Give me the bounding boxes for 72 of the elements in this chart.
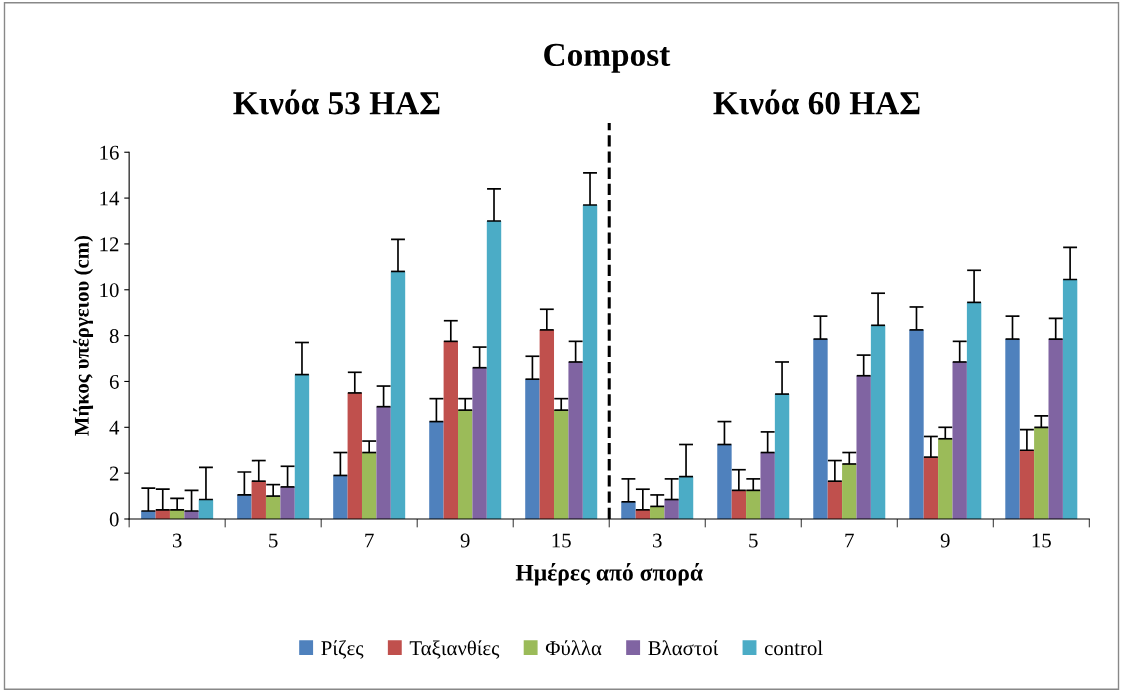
bar — [1019, 450, 1035, 519]
x-axis-title: Ημέρες από σπορά — [515, 562, 703, 586]
bar — [813, 339, 828, 519]
bar — [525, 379, 540, 519]
bar — [938, 438, 953, 519]
bar — [294, 374, 310, 519]
bar — [827, 481, 843, 519]
bar — [429, 421, 444, 519]
bar — [952, 361, 967, 519]
bar — [1005, 339, 1020, 519]
chart-title: Compost — [544, 43, 671, 73]
text: Κινόα 60 ΗΑΣ — [713, 89, 920, 115]
x-tick-label: 9 — [940, 533, 950, 548]
bar — [856, 375, 871, 519]
x-tick-label: 5 — [749, 533, 758, 548]
bar — [443, 341, 458, 519]
y-tick-label: 8 — [109, 328, 119, 344]
bar — [870, 325, 886, 519]
bar — [842, 463, 857, 519]
x-tick-label: 3 — [172, 533, 182, 548]
x-tick-label: 15 — [552, 533, 571, 548]
bar — [774, 394, 790, 519]
bar — [746, 490, 761, 519]
y-axis-title: Μήκος υπέργειου (cm) — [73, 235, 94, 436]
y-tick-label: 14 — [100, 191, 120, 206]
y-tick-label: 16 — [100, 145, 119, 160]
bar — [376, 406, 391, 519]
bar — [1048, 339, 1063, 519]
legend-label: Ταξιανθίες — [409, 640, 500, 659]
bar — [923, 457, 939, 519]
y-tick-label: 12 — [100, 237, 119, 252]
bar — [621, 501, 636, 519]
bar — [678, 476, 694, 519]
bar — [198, 499, 214, 519]
bar — [361, 452, 377, 519]
y-tick-label: 2 — [109, 466, 119, 481]
x-tick-label: 7 — [845, 533, 854, 548]
y-tick-label: 0 — [109, 512, 119, 527]
bar — [1062, 279, 1078, 519]
bar — [347, 392, 362, 519]
bar — [486, 221, 502, 519]
bar — [280, 486, 295, 519]
bar — [539, 329, 555, 519]
bar — [390, 271, 406, 519]
y-tick-label: 4 — [109, 420, 120, 435]
bar — [554, 410, 569, 519]
bar — [568, 361, 583, 519]
bar — [472, 367, 487, 519]
legend-label: Βλαστοί — [648, 640, 719, 656]
bar — [731, 490, 747, 519]
legend-label: Ρίζες — [321, 640, 364, 659]
bar — [582, 204, 598, 519]
y-tick-label: 10 — [100, 283, 119, 298]
bar — [458, 410, 473, 519]
x-tick-label: 9 — [460, 533, 470, 548]
x-tick-label: 7 — [365, 533, 374, 548]
bar — [717, 444, 732, 519]
legend-label: Φύλλα — [545, 640, 602, 656]
bar — [333, 475, 348, 519]
y-tick-label: 6 — [109, 374, 119, 389]
bar — [909, 329, 924, 519]
bar — [664, 499, 679, 519]
legend-label: control — [764, 640, 823, 656]
bar — [760, 452, 775, 519]
bar — [966, 302, 982, 519]
x-tick-label: 15 — [1032, 533, 1051, 548]
bar — [1034, 427, 1049, 519]
bar — [251, 481, 266, 519]
bar — [237, 494, 252, 519]
x-tick-label: 3 — [653, 533, 662, 548]
x-tick-label: 5 — [269, 533, 278, 548]
text: Κινόα 53 ΗΑΣ — [233, 89, 440, 115]
